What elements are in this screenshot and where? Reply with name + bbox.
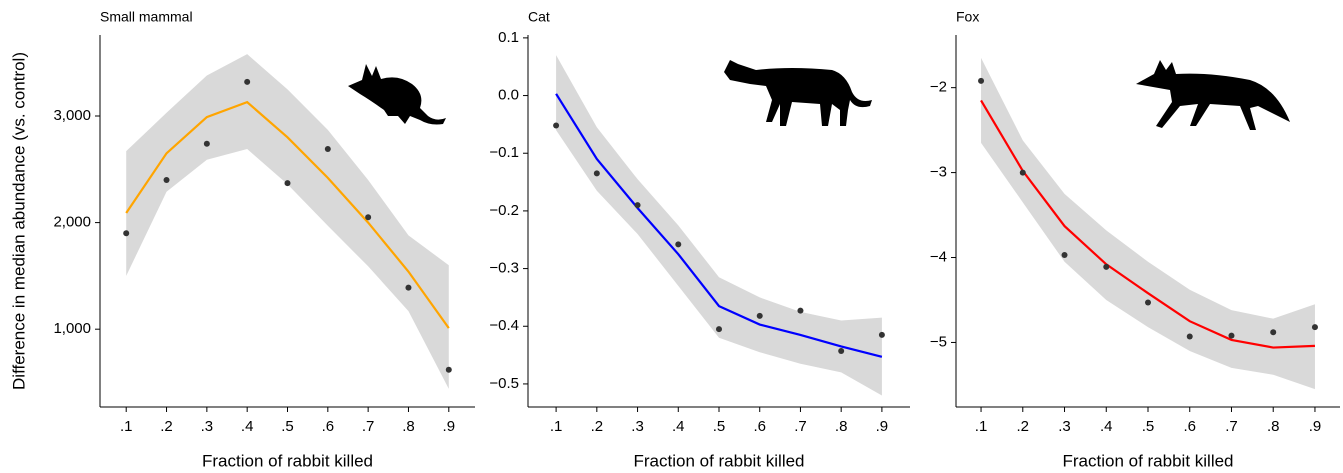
fit-line (125, 100, 450, 329)
data-point (797, 307, 804, 314)
x-tick-label: .8 (835, 418, 848, 435)
cat-icon (724, 60, 872, 126)
x-tick-label: .1 (975, 418, 988, 435)
x-axis-label: Fraction of rabbit killed (1062, 451, 1233, 470)
data-point (203, 140, 210, 147)
x-tick-label: .9 (443, 418, 456, 435)
data-point (1061, 251, 1068, 258)
x-tick-label: .7 (794, 418, 807, 435)
x-tick-label: .5 (713, 418, 726, 435)
data-point (878, 331, 885, 338)
panel-title: Fox (956, 9, 979, 25)
y-tick-label: −0.2 (489, 202, 519, 219)
mammal-icon (348, 64, 446, 125)
data-point (634, 202, 641, 209)
x-tick-label: .2 (160, 418, 173, 435)
y-tick-label: 1,000 (53, 320, 91, 337)
fit-line (555, 93, 883, 358)
x-tick-label: .7 (1225, 418, 1238, 435)
confidence-band (126, 54, 449, 389)
y-tick-label: −3 (930, 164, 947, 181)
x-tick-label: .5 (281, 418, 294, 435)
fit-line (980, 99, 1316, 349)
data-point (1270, 329, 1277, 336)
animal-icons (348, 60, 1290, 130)
y-tick-label: 2,000 (53, 214, 91, 231)
x-tick-label: .6 (322, 418, 335, 435)
data-point (838, 348, 845, 355)
y-tick-label: −2 (930, 79, 947, 96)
data-point (593, 170, 600, 177)
data-point (553, 122, 560, 129)
y-tick-label: 0.0 (498, 87, 519, 104)
panel-title: Small mammal (100, 9, 193, 25)
data-point (1228, 332, 1235, 339)
x-tick-label: .2 (591, 418, 604, 435)
data-point (1145, 299, 1151, 306)
x-tick-label: .3 (631, 418, 644, 435)
confidence-band (981, 57, 1315, 390)
data-point (1019, 169, 1026, 176)
data-point (1103, 263, 1110, 270)
y-tick-label: −4 (930, 248, 947, 265)
x-tick-label: .4 (1100, 418, 1113, 435)
x-tick-label: .2 (1017, 418, 1030, 435)
data-point (756, 312, 763, 319)
y-tick-label: −0.5 (489, 375, 519, 392)
y-tick-label: −0.1 (489, 144, 519, 161)
y-tick-label: 0.1 (498, 29, 519, 46)
x-tick-label: .6 (1183, 418, 1196, 435)
y-axis-label: Difference in median abundance (vs. cont… (9, 52, 28, 390)
data-point (163, 176, 170, 183)
data-point (1186, 333, 1193, 340)
y-tick-label: 3,000 (53, 107, 91, 124)
x-tick-label: .6 (753, 418, 766, 435)
x-tick-label: .4 (241, 418, 254, 435)
y-tick-label: −5 (930, 333, 947, 350)
data-point (675, 241, 682, 248)
x-tick-label: .7 (362, 418, 375, 435)
data-point (716, 326, 722, 333)
x-tick-label: .8 (402, 418, 415, 435)
x-tick-label: .5 (1142, 418, 1155, 435)
data-point (244, 78, 251, 85)
x-axis-label: Fraction of rabbit killed (202, 451, 373, 470)
data-point (405, 284, 412, 291)
x-tick-label: .3 (201, 418, 214, 435)
x-tick-label: .3 (1058, 418, 1071, 435)
y-tick-label: −0.3 (489, 260, 519, 277)
fox-icon (1136, 60, 1290, 130)
panel-title: Cat (528, 9, 550, 25)
data-point (365, 214, 372, 221)
data-point (445, 366, 452, 373)
data-point (123, 230, 130, 237)
data-point (324, 146, 331, 153)
x-tick-label: .1 (550, 418, 563, 435)
x-tick-label: .9 (876, 418, 889, 435)
y-tick-label: −0.4 (489, 317, 519, 334)
x-tick-label: .8 (1267, 418, 1280, 435)
x-tick-label: .4 (672, 418, 685, 435)
x-tick-label: .9 (1309, 418, 1322, 435)
data-point (284, 180, 291, 187)
data-point (1311, 324, 1318, 331)
x-axis-label: Fraction of rabbit killed (633, 451, 804, 470)
x-tick-label: .1 (120, 418, 133, 435)
data-point (978, 77, 985, 84)
